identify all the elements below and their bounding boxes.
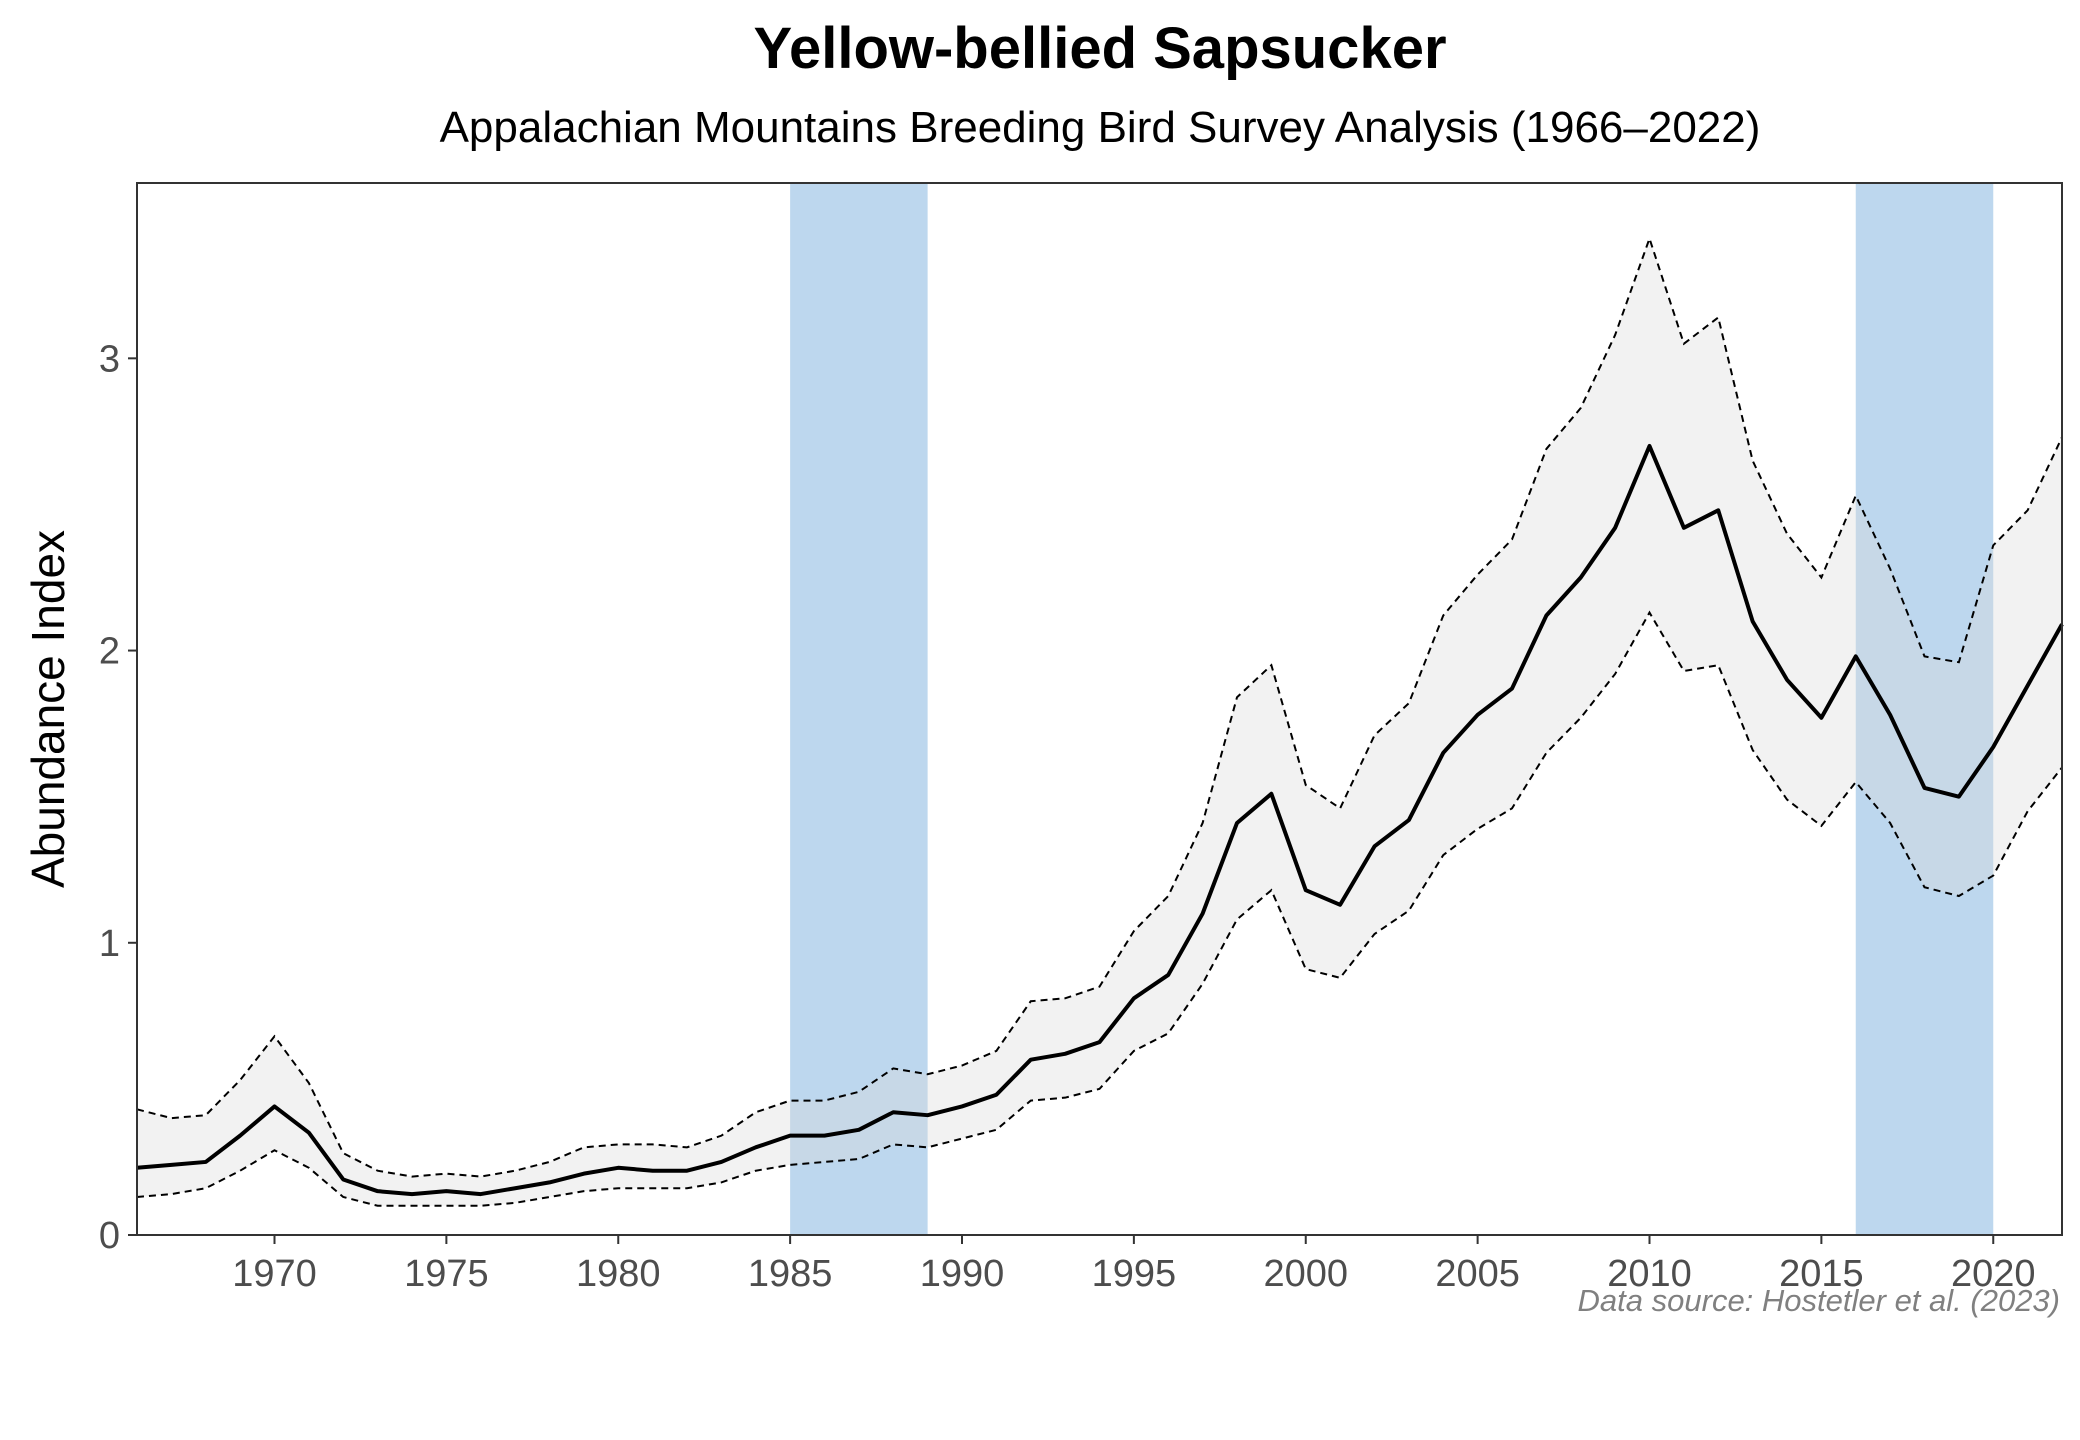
plot-panel-border (136, 182, 2063, 1236)
x-tick-label-2000: 2000 (1263, 1253, 1348, 1295)
highlight-bands (790, 183, 1994, 1235)
chart-subtitle: Appalachian Mountains Breeding Bird Surv… (440, 103, 1761, 152)
x-tick-label-1995: 1995 (1092, 1253, 1177, 1295)
x-tick-label-2020: 2020 (1951, 1253, 2036, 1295)
highlight-band-1 (790, 183, 928, 1235)
x-tick-label-1970: 1970 (232, 1253, 317, 1295)
data-source-caption: Data source: Hostetler et al. (2023) (1578, 1283, 2060, 1318)
x-tick-label-2015: 2015 (1779, 1253, 1864, 1295)
x-tick-label-2005: 2005 (1435, 1253, 1520, 1295)
x-tick-label-1975: 1975 (404, 1253, 489, 1295)
y-tick-label-3: 3 (99, 338, 120, 380)
series-lines (136, 235, 2064, 1207)
x-tick-label-1985: 1985 (748, 1253, 833, 1295)
confidence-ribbon (137, 238, 2062, 1206)
x-tick-label-2010: 2010 (1607, 1253, 1692, 1295)
highlight-band-2 (1855, 183, 1994, 1235)
y-axis: 0 1 2 3 (99, 338, 137, 1257)
y-tick-label-2: 2 (99, 631, 120, 673)
abundance-index-line (136, 444, 2064, 1197)
x-tick-label-1990: 1990 (920, 1253, 1005, 1295)
y-axis-title: Abundance Index (22, 530, 74, 888)
y-tick-label-0: 0 (99, 1215, 120, 1257)
x-axis: 1970 1975 1980 1985 1990 1995 2000 2005 2010 2015… (232, 1235, 2036, 1295)
confidence-ribbon-area (137, 238, 2062, 1206)
chart-title: Yellow-bellied Sapsucker (753, 16, 1446, 81)
upper-bound-line (136, 235, 2063, 1178)
y-tick-label-1: 1 (99, 923, 120, 965)
lower-bound-line (136, 610, 2063, 1207)
x-tick-label-1980: 1980 (576, 1253, 661, 1295)
